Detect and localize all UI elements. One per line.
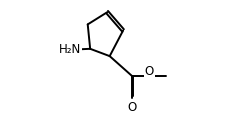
Text: O: O [127, 102, 136, 114]
Text: H₂N: H₂N [59, 43, 81, 56]
Text: O: O [145, 66, 154, 78]
